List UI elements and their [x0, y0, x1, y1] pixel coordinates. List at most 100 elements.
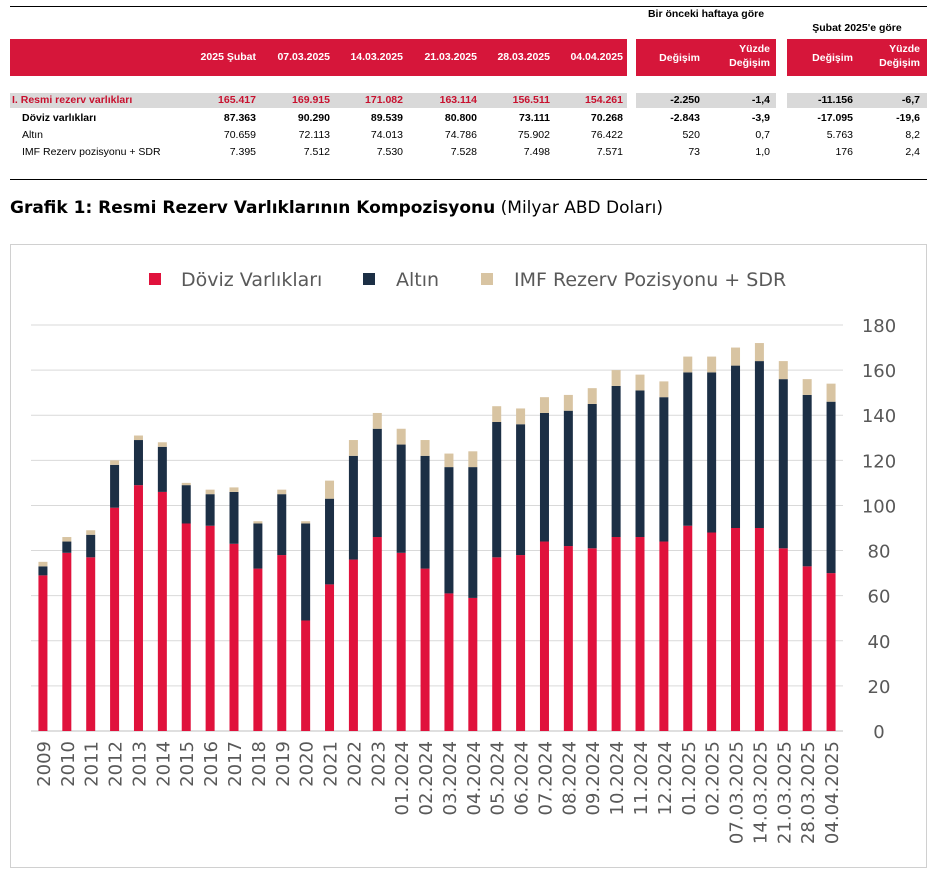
weekly-group-header: Bir önceki haftaya göre — [647, 8, 765, 20]
x-tick-label: 09.2024 — [583, 741, 604, 815]
bar-segment-imf-sdr — [133, 435, 143, 441]
bar-segment-doviz — [635, 537, 645, 731]
bar-segment-altin — [587, 403, 597, 549]
x-tick-label: 04.2024 — [464, 741, 485, 815]
bar-segment-imf-sdr — [205, 489, 215, 495]
bar-segment-imf-sdr — [802, 379, 812, 395]
legend-swatch — [363, 273, 375, 285]
x-tick-label: 2017 — [225, 741, 246, 787]
bar-segment-altin — [516, 424, 526, 556]
x-tick-label: 2009 — [34, 741, 55, 787]
x-tick-label: 2021 — [321, 741, 342, 787]
bar-segment-imf-sdr — [253, 521, 263, 524]
row-label: I. Resmi rezerv varlıkları — [12, 94, 133, 106]
bar-segment-doviz — [396, 552, 406, 731]
bar-segment-doviz — [348, 559, 358, 731]
bar-segment-altin — [181, 485, 191, 524]
column-header: 14.03.2025 — [350, 51, 403, 63]
cell-value: 74.013 — [370, 129, 403, 141]
cell-value: 154.261 — [585, 94, 623, 106]
x-tick-label: 2014 — [153, 741, 174, 787]
x-tick-label: 2020 — [297, 741, 318, 787]
bar-segment-doviz — [229, 543, 239, 731]
bar-segment-altin — [86, 534, 96, 558]
row-highlight-ytd — [787, 93, 927, 108]
y-tick-label: 180 — [862, 316, 896, 337]
bar-segment-imf-sdr — [444, 453, 454, 468]
column-header: 07.03.2025 — [277, 51, 330, 63]
change-value: 520 — [682, 129, 700, 141]
y-tick-label: 20 — [868, 677, 891, 698]
cell-value: 80.800 — [444, 112, 477, 124]
x-tick-label: 28.03.2025 — [798, 741, 819, 844]
bar-segment-imf-sdr — [372, 412, 382, 429]
row-highlight — [10, 93, 627, 108]
bar-segment-altin — [731, 365, 741, 528]
bar-segment-doviz — [778, 548, 788, 731]
bar-segment-altin — [301, 523, 311, 621]
bar-segment-imf-sdr — [229, 487, 239, 492]
bar-segment-altin — [62, 541, 72, 553]
reserve-composition-chart: 0 20 40 60 80 100 120 140 160 180 2009 2010 2011 2012… — [31, 269, 896, 844]
bar-segment-imf-sdr — [492, 406, 502, 422]
table-top-rule — [10, 6, 927, 7]
weekly-header-band — [636, 39, 776, 76]
ytd-group-header: Şubat 2025'e göre — [812, 22, 902, 34]
legend-label: Döviz Varlıkları — [181, 269, 322, 291]
x-tick-label: 2016 — [201, 741, 222, 787]
bar-segment-imf-sdr — [348, 440, 358, 456]
bar-segment-imf-sdr — [659, 381, 669, 398]
chart-frame: 0 20 40 60 80 100 120 140 160 180 2009 2010 2011 2012… — [10, 244, 927, 868]
bar-segment-imf-sdr — [683, 356, 693, 373]
x-tick-label: 04.04.2025 — [822, 741, 843, 844]
bar-segment-doviz — [802, 566, 812, 731]
bar-segment-imf-sdr — [587, 388, 597, 404]
bar-segment-altin — [110, 464, 120, 508]
bar-segment-doviz — [539, 541, 549, 731]
change-value: 8,2 — [905, 129, 920, 141]
bar-segment-doviz — [683, 525, 693, 731]
bar-segment-doviz — [444, 593, 454, 731]
bar-segment-imf-sdr — [86, 530, 96, 535]
bar-segment-altin — [420, 455, 430, 569]
bar-segment-altin — [683, 372, 693, 526]
x-tick-label: 2022 — [344, 741, 365, 787]
cell-value: 169.915 — [292, 94, 330, 106]
cell-value: 7.395 — [229, 146, 256, 158]
change-column-header: Yüzde Değişim — [879, 43, 920, 69]
bar-segment-doviz — [587, 548, 597, 731]
bar-segment-imf-sdr — [516, 408, 526, 425]
bar-segment-doviz — [826, 573, 836, 731]
row-label: Altın — [22, 129, 44, 141]
y-tick-label: 40 — [868, 632, 891, 653]
bar-segment-doviz — [110, 507, 120, 731]
change-value: 73 — [688, 146, 700, 158]
cell-value: 75.902 — [517, 129, 550, 141]
x-tick-label: 2010 — [58, 741, 79, 787]
bar-segment-imf-sdr — [635, 374, 645, 391]
x-tick-label: 11.2024 — [631, 741, 652, 815]
bar-segment-imf-sdr — [563, 394, 573, 411]
x-tick-label: 07.2024 — [535, 741, 556, 815]
legend-swatch — [149, 273, 161, 285]
bar-segment-imf-sdr — [707, 356, 717, 373]
cell-value: 7.530 — [376, 146, 403, 158]
bar-segment-altin — [778, 379, 788, 549]
chart-title-unit: (Milyar ABD Doları) — [495, 198, 664, 218]
x-tick-label: 05.2024 — [488, 741, 509, 815]
change-value: 5.763 — [826, 129, 853, 141]
chart-title-main: Grafik 1: Resmi Rezerv Varlıklarının Kom… — [10, 198, 496, 218]
bar-segment-imf-sdr — [38, 561, 48, 567]
legend-label: Altın — [396, 269, 439, 291]
bar-segment-doviz — [563, 546, 573, 731]
bar-segment-altin — [372, 428, 382, 538]
bar-segment-altin — [325, 498, 335, 585]
cell-value: 7.512 — [303, 146, 330, 158]
chart-title: Grafik 1: Resmi Rezerv Varlıklarının Kom… — [10, 198, 663, 218]
cell-value: 7.528 — [450, 146, 477, 158]
x-tick-label: 10.2024 — [607, 741, 628, 815]
x-tick-label: 2023 — [368, 741, 389, 787]
x-tick-label: 01.2024 — [392, 741, 413, 815]
bar-segment-doviz — [611, 537, 621, 731]
bar-segment-altin — [802, 394, 812, 567]
